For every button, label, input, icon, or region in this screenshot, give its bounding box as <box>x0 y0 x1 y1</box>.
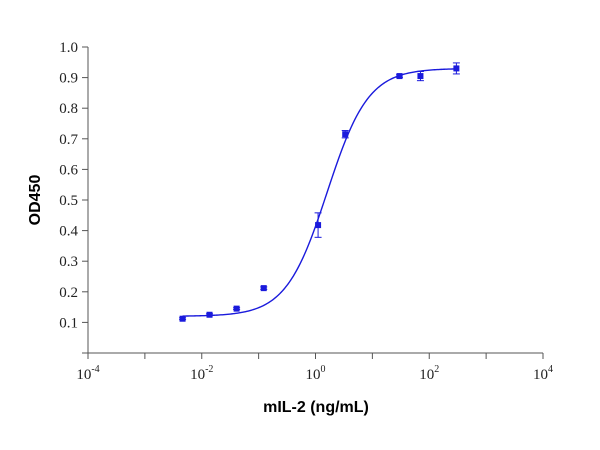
x-tick-exponent: -2 <box>205 364 213 375</box>
x-tick-exponent: 2 <box>434 364 439 375</box>
x-tick-exponent: -4 <box>91 364 99 375</box>
data-points <box>179 62 460 322</box>
y-tick-label: 0.9 <box>59 71 78 87</box>
x-tick-base: 10 <box>419 367 434 383</box>
y-tick-label: 0.3 <box>59 254 78 270</box>
x-tick-base: 10 <box>190 367 205 383</box>
y-tick-label: 0.8 <box>59 101 78 117</box>
y-tick-label: 1.0 <box>59 40 78 56</box>
y-tick-label: 0.2 <box>59 285 78 301</box>
fit-curve <box>182 68 457 317</box>
y-tick-label: 0.7 <box>59 132 78 148</box>
data-point <box>417 73 424 80</box>
x-tick-base: 10 <box>76 367 91 383</box>
x-ticks: 10-4 10-2 100 102 104 <box>76 353 553 383</box>
axes <box>87 47 543 354</box>
data-point <box>342 131 349 138</box>
x-tick-label: 104 <box>533 364 553 383</box>
x-tick-label: 10-4 <box>76 364 99 383</box>
x-tick-exponent: 0 <box>321 364 326 375</box>
y-tick-label: 0.1 <box>59 315 78 331</box>
x-tick-label: 10-2 <box>190 364 213 383</box>
data-point <box>233 305 240 312</box>
y-tick-label: 0.4 <box>59 224 78 240</box>
data-point <box>453 65 460 72</box>
data-point <box>206 311 213 318</box>
data-point <box>315 222 322 229</box>
x-axis-title: mIL-2 (ng/mL) <box>263 399 369 416</box>
y-tick-label: 0.6 <box>59 162 78 178</box>
data-point <box>396 73 403 80</box>
y-ticks: 0.1 0.2 0.3 0.4 0.5 0.6 0.7 0.8 0.9 1.0 <box>59 40 88 354</box>
x-tick-label: 102 <box>419 364 439 383</box>
x-tick-base: 10 <box>306 367 321 383</box>
y-axis-title: OD450 <box>27 175 44 226</box>
data-point <box>179 315 186 322</box>
y-tick-label: 0.5 <box>59 193 78 209</box>
x-tick-base: 10 <box>533 367 548 383</box>
x-tick-exponent: 4 <box>548 364 553 375</box>
x-tick-label: 100 <box>306 364 326 383</box>
data-point <box>260 285 267 292</box>
